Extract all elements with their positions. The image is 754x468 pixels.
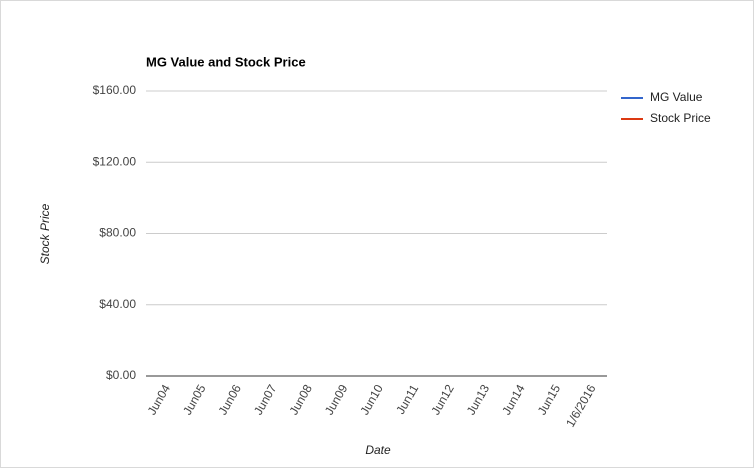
y-axis-title: Stock Price xyxy=(38,203,52,264)
y-tick-label: $40.00 xyxy=(99,297,136,311)
y-tick-label: $80.00 xyxy=(99,226,136,240)
y-tick-label: $120.00 xyxy=(93,154,137,168)
chart-title: MG Value and Stock Price xyxy=(146,54,306,69)
legend-label: MG Value xyxy=(650,90,703,104)
x-axis-title: Date xyxy=(365,443,391,457)
y-tick-label: $0.00 xyxy=(106,368,136,382)
y-tick-label: $160.00 xyxy=(93,83,137,97)
legend-label: Stock Price xyxy=(650,111,711,125)
